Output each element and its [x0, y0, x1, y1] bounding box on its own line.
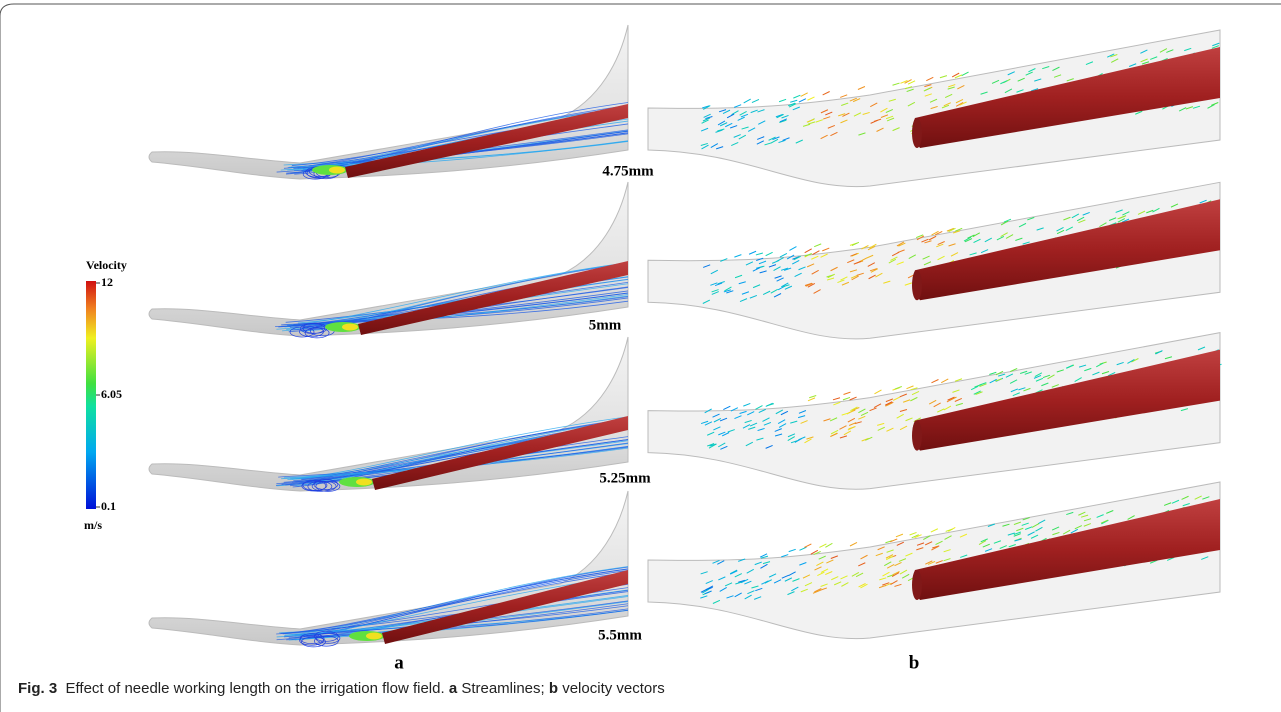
vector-panel: [648, 333, 1222, 490]
needle-end: [912, 421, 922, 451]
canal: [149, 491, 628, 645]
page: Velocity m/s 4.75mm 5mm 5.25mm 5.5mm a b 12…: [0, 0, 1281, 712]
length-label: 5.25mm: [599, 470, 651, 486]
row: 5.5mm: [149, 482, 1220, 656]
vector: [896, 534, 903, 537]
vector: [906, 386, 913, 389]
vector: [931, 379, 938, 382]
vector: [752, 99, 759, 102]
vector: [910, 532, 917, 535]
vector: [823, 92, 830, 95]
vector: [789, 247, 796, 251]
caption-part-text: Streamlines;: [461, 680, 544, 697]
colorbar: [86, 281, 96, 509]
needle-end: [912, 570, 922, 600]
vector: [790, 100, 797, 102]
caption-part-text: velocity vectors: [562, 680, 665, 697]
canal: [149, 25, 628, 179]
vector: [734, 105, 741, 108]
vector: [874, 390, 881, 394]
vector: [766, 252, 773, 255]
length-label: 5mm: [589, 317, 622, 333]
divider: [629, 177, 647, 347]
vector: [801, 93, 808, 97]
vector: [931, 529, 938, 532]
vector: [804, 544, 811, 548]
vector: [793, 95, 800, 98]
vector: [833, 398, 840, 400]
vector: [799, 99, 806, 102]
vector: [825, 543, 832, 547]
row: 5.25mm: [149, 332, 1222, 502]
vector: [926, 77, 933, 80]
vector: [840, 95, 847, 98]
vector: [780, 253, 787, 257]
vector-panel: [648, 30, 1220, 187]
vector: [789, 549, 796, 551]
vector: [723, 406, 730, 409]
needle-end: [912, 270, 922, 300]
colorbar-unit: m/s: [84, 518, 102, 532]
vector: [843, 392, 850, 394]
jet-core: [342, 324, 358, 331]
vector: [850, 542, 857, 546]
caption-text: Effect of needle working length on the i…: [66, 680, 445, 697]
panel-label: a: [394, 652, 404, 673]
vector: [779, 99, 786, 101]
vector: [744, 99, 751, 103]
vector: [941, 379, 948, 383]
vector: [814, 244, 821, 247]
row: 4.75mm: [149, 20, 1220, 190]
panel-label: b: [909, 652, 920, 673]
vector: [858, 86, 865, 89]
caption-part-label: b: [549, 680, 558, 697]
jet-core: [329, 167, 345, 174]
vector: [843, 397, 850, 399]
colorbar-tick-label: 12: [101, 275, 113, 289]
needle-end: [912, 118, 922, 148]
vector: [808, 398, 815, 401]
colorbar-tick-label: 0.1: [101, 499, 116, 513]
vector: [749, 251, 756, 254]
vector: [962, 72, 969, 76]
jet-core: [366, 633, 382, 640]
vector-panel: [648, 482, 1220, 639]
vector: [805, 249, 812, 253]
vector-panel: [648, 182, 1220, 339]
vector: [756, 253, 763, 255]
vector: [890, 539, 897, 542]
vector: [807, 97, 814, 100]
length-label: 5.5mm: [598, 627, 642, 643]
jet-core: [356, 479, 372, 486]
vector: [893, 83, 900, 85]
caption-part-label: a: [449, 680, 457, 697]
vector: [940, 76, 947, 78]
vector: [743, 403, 750, 406]
vector: [809, 396, 816, 398]
caption: Fig. 3 Effect of needle working length o…: [18, 680, 665, 697]
vector: [799, 547, 806, 550]
row: 5mm: [149, 177, 1220, 347]
colorbar-tick-label: 6.05: [101, 387, 122, 401]
vector: [734, 255, 741, 257]
figure: Velocity m/s 4.75mm 5mm 5.25mm 5.5mm a b 12…: [0, 0, 1281, 712]
colorbar-title: Velocity: [86, 258, 127, 272]
vector: [822, 248, 829, 251]
caption-label: Fig. 3: [18, 680, 57, 697]
